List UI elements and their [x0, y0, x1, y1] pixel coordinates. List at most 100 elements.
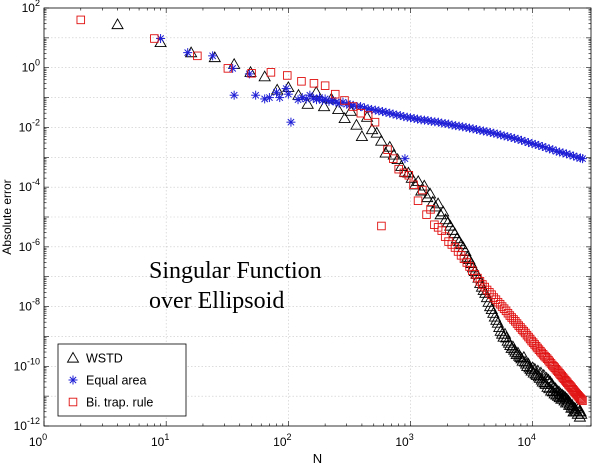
data-point-bi-trap-rule — [577, 395, 586, 404]
data-point-wstd — [418, 179, 431, 191]
y-tick-label: 100 — [22, 58, 40, 75]
x-tick-label-base: 10 — [151, 435, 165, 449]
y-tick-label-base: 10 — [19, 180, 33, 194]
data-point-wstd — [436, 205, 450, 217]
data-point-wstd — [526, 361, 539, 373]
data-point-wstd — [423, 187, 437, 199]
data-point-equal-area — [275, 93, 285, 103]
asterisk-stroke — [321, 95, 329, 103]
asterisk-stroke — [184, 49, 192, 57]
legend-marker — [68, 397, 78, 407]
x-tick-label-exp: 0 — [42, 432, 47, 442]
series-wstd — [111, 18, 588, 422]
data-point-bi-trap-rule — [330, 89, 340, 99]
plot-marks — [76, 15, 588, 422]
data-point-wstd — [374, 134, 388, 146]
asterisk-stroke — [556, 148, 564, 156]
data-point-wstd — [534, 366, 548, 378]
data-point-wstd — [365, 123, 379, 135]
data-point-equal-area — [578, 154, 588, 164]
legend-label: Equal area — [86, 374, 147, 388]
legend-label: Bi. trap. rule — [86, 396, 153, 410]
asterisk-stroke — [521, 137, 529, 145]
data-point-wstd — [420, 191, 434, 203]
asterisk-stroke — [282, 85, 290, 93]
y-tick-label-base: 10 — [22, 61, 36, 75]
asterisk-stroke — [360, 104, 369, 112]
asterisk-stroke — [357, 103, 365, 111]
annotation-line-1: Singular Function — [149, 258, 322, 284]
asterisk-stroke — [364, 105, 372, 113]
data-point-bi-trap-rule — [473, 273, 482, 283]
y-tick-label: 10-4 — [19, 177, 40, 194]
data-point-wstd — [574, 407, 588, 419]
asterisk-stroke — [252, 91, 260, 99]
asterisk-stroke — [273, 88, 281, 96]
data-point-equal-area — [400, 154, 410, 164]
data-point-bi-trap-rule — [363, 111, 373, 120]
y-tick-label: 10-10 — [14, 356, 40, 373]
x-tick-label-base: 10 — [29, 435, 43, 449]
asterisk-stroke — [497, 131, 505, 139]
x-tick-label-base: 10 — [395, 435, 409, 449]
data-point-wstd — [434, 208, 447, 220]
asterisk-stroke — [538, 142, 546, 150]
data-point-equal-area — [499, 131, 509, 141]
data-point-bi-trap-rule — [348, 102, 358, 111]
data-point-bi-trap-rule — [404, 171, 414, 180]
asterisk-stroke — [375, 107, 383, 115]
asterisk-stroke — [504, 133, 512, 141]
y-tick-label: 10-2 — [19, 117, 40, 134]
y-tick-label-base: 10 — [19, 240, 33, 254]
data-point-bi-trap-rule — [578, 396, 587, 406]
asterisk-stroke — [559, 149, 567, 157]
asterisk-stroke — [424, 117, 432, 125]
asterisk-stroke — [486, 128, 494, 136]
asterisk-stroke — [396, 112, 404, 120]
axes: 100 101 102 103 10410210010-210-410-610-810-… — [0, 0, 592, 466]
data-point-equal-area — [183, 48, 193, 58]
asterisk-stroke — [545, 145, 553, 153]
asterisk-stroke — [479, 127, 487, 135]
data-point-bi-trap-rule — [413, 196, 423, 206]
asterisk-stroke — [507, 133, 515, 142]
data-point-equal-area — [251, 90, 261, 100]
asterisk-stroke — [466, 124, 474, 132]
asterisk-stroke — [410, 114, 418, 122]
asterisk-stroke — [448, 121, 456, 129]
data-point-bi-trap-rule — [575, 393, 584, 402]
x-tick-label-exp: 2 — [287, 432, 292, 442]
asterisk-stroke — [382, 108, 390, 116]
data-point-bi-trap-rule — [480, 282, 489, 292]
data-point-bi-trap-rule — [320, 81, 330, 90]
data-point-wstd — [574, 405, 587, 417]
asterisk-stroke — [413, 115, 421, 123]
data-point-bi-trap-rule — [409, 180, 418, 190]
data-point-wstd — [429, 200, 442, 212]
data-point-wstd — [317, 100, 331, 112]
asterisk-stroke — [386, 109, 394, 117]
data-point-wstd — [387, 148, 401, 160]
data-point-equal-area — [388, 109, 398, 119]
data-point-wstd — [431, 197, 445, 209]
asterisk-stroke — [476, 126, 484, 134]
y-tick-label-exp: -8 — [32, 297, 40, 307]
asterisk-stroke — [566, 151, 574, 159]
data-point-equal-area — [264, 93, 274, 103]
y-tick-label-exp: -4 — [32, 177, 40, 187]
asterisk-stroke — [535, 141, 543, 149]
asterisk-stroke — [230, 91, 238, 99]
data-point-wstd — [485, 303, 499, 315]
legend-marker — [66, 351, 80, 363]
x-tick-label: 100 — [29, 432, 47, 449]
y-tick-label-base: 10 — [14, 419, 28, 433]
data-point-wstd — [439, 213, 452, 225]
asterisk-stroke — [483, 128, 491, 136]
asterisk-stroke — [514, 135, 522, 143]
y-tick-label-base: 10 — [19, 120, 33, 134]
asterisk-stroke — [579, 155, 587, 163]
data-point-bi-trap-rule — [482, 285, 492, 295]
data-point-bi-trap-rule — [297, 77, 306, 86]
data-point-bi-trap-rule — [150, 34, 159, 43]
